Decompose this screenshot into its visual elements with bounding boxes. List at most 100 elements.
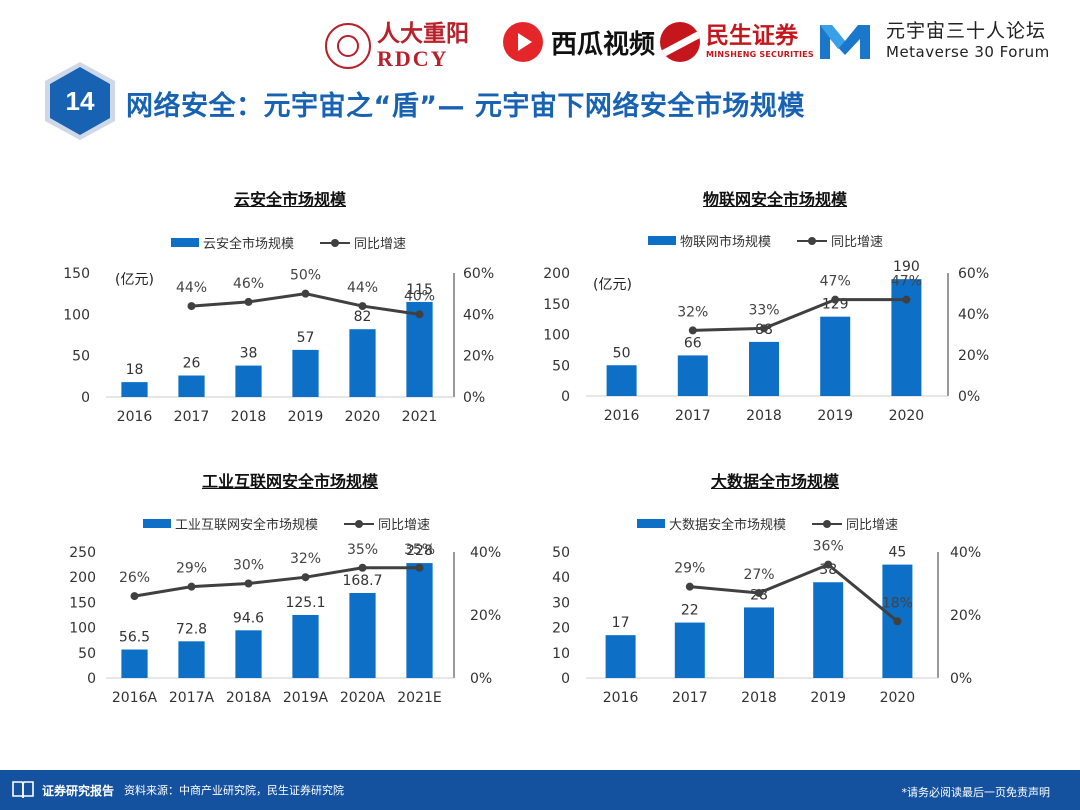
growth-point bbox=[685, 582, 694, 591]
y-tick-label: 40 bbox=[552, 570, 570, 586]
growth-point bbox=[244, 579, 253, 588]
plot-area: 0 50 100 150 0% 20% 40% 60% 18 26 38 57 82 115 2016 201… bbox=[63, 266, 494, 425]
bar bbox=[235, 630, 262, 678]
x-tick-label: 2017 bbox=[174, 409, 210, 425]
x-tick-label: 2019 bbox=[817, 408, 853, 424]
growth-point bbox=[244, 297, 253, 306]
minsheng-logo-en: MINSHENG SECURITIES bbox=[706, 50, 814, 59]
y-tick-label: 30 bbox=[552, 595, 570, 611]
y-tick-label: 150 bbox=[543, 297, 570, 313]
y2-tick-label: 20% bbox=[463, 349, 494, 365]
growth-point bbox=[902, 295, 911, 304]
legend-bar-label: 大数据安全市场规模 bbox=[669, 518, 787, 533]
bar-value-label: 57 bbox=[297, 330, 315, 346]
y-tick-label: 0 bbox=[561, 389, 570, 405]
growth-value-label: 36% bbox=[813, 539, 844, 555]
bar bbox=[744, 607, 774, 678]
growth-value-label: 35% bbox=[404, 542, 435, 558]
growth-point bbox=[130, 592, 139, 601]
y2-tick-label: 0% bbox=[463, 390, 485, 406]
y-tick-label: 10 bbox=[552, 646, 570, 662]
xigua-logo: 西瓜视频 bbox=[503, 22, 655, 62]
xigua-play-icon bbox=[503, 22, 543, 62]
y2-tick-label: 20% bbox=[470, 608, 501, 624]
x-tick-label: 2020 bbox=[889, 408, 925, 424]
metaverse-m-icon bbox=[820, 25, 870, 59]
growth-value-label: 18% bbox=[882, 595, 913, 611]
chart-title: 物联网安全市场规模 bbox=[702, 190, 847, 209]
minsheng-mark-icon bbox=[660, 22, 700, 62]
y2-tick-label: 40% bbox=[958, 307, 989, 323]
bar bbox=[677, 355, 708, 396]
growth-point bbox=[187, 302, 196, 311]
big-data-security-chart: 大数据全市场规模 大数据安全市场规模 同比增速 0 10 20 30 40 50 0% 20%… bbox=[540, 462, 1010, 722]
bar-value-label: 228 bbox=[406, 543, 433, 559]
x-tick-label: 2017 bbox=[675, 408, 711, 424]
partner-logos: 人大重阳 RDCY 西瓜视频 民生证券 MINSHENG SECURITIES … bbox=[325, 18, 1070, 78]
x-tick-label: 2019A bbox=[283, 690, 329, 706]
growth-value-label: 44% bbox=[176, 280, 207, 296]
bar bbox=[292, 349, 319, 397]
y-tick-label: 50 bbox=[552, 358, 570, 374]
x-tick-label: 2021E bbox=[397, 690, 441, 706]
forum-logo-cn: 元宇宙三十人论坛 bbox=[886, 20, 1047, 42]
bar-value-label: 56.5 bbox=[119, 630, 150, 646]
plot-area: 0 50 100 150 200 250 0% 20% 40% 56.5 72.8 94.6 125.1… bbox=[69, 542, 501, 706]
growth-point bbox=[415, 563, 424, 572]
x-tick-label: 2016 bbox=[604, 408, 640, 424]
growth-point bbox=[760, 324, 768, 333]
bar bbox=[749, 341, 779, 396]
growth-value-label: 35% bbox=[347, 542, 378, 558]
x-tick-label: 2020 bbox=[345, 409, 381, 425]
growth-value-label: 29% bbox=[176, 561, 207, 577]
legend-line-swatch bbox=[320, 237, 351, 249]
chart-title: 云安全市场规模 bbox=[233, 190, 346, 209]
x-tick-label: 2019 bbox=[288, 409, 324, 425]
growth-value-label: 32% bbox=[290, 551, 321, 567]
growth-value-label: 27% bbox=[743, 567, 774, 583]
industrial-internet-security-chart: 工业互联网安全市场规模 工业互联网安全市场规模 同比增速 0 50 100 150 20… bbox=[60, 462, 520, 722]
bar-value-label: 94.6 bbox=[233, 610, 264, 626]
x-tick-label: 2016 bbox=[117, 409, 153, 425]
y-tick-label: 0 bbox=[561, 671, 570, 687]
minsheng-logo-cn: 民生证券 bbox=[706, 23, 798, 49]
legend-line-label: 同比增速 bbox=[354, 237, 407, 252]
y-tick-label: 150 bbox=[63, 266, 90, 282]
bar-value-label: 190 bbox=[893, 259, 920, 275]
growth-value-label: 32% bbox=[677, 304, 708, 320]
legend-bar-label: 工业互联网安全市场规模 bbox=[175, 518, 319, 533]
y2-tick-label: 40% bbox=[950, 545, 981, 561]
bar bbox=[121, 382, 148, 397]
footer-bar: 证券研究报告 资料来源：中商产业研究院，民生证券研究院 *请务必阅读最后一页免责… bbox=[0, 770, 1080, 810]
bar bbox=[235, 365, 262, 397]
y2-tick-label: 0% bbox=[470, 671, 492, 687]
growth-point bbox=[755, 588, 763, 597]
legend-line-label: 同比增速 bbox=[846, 518, 899, 533]
xigua-logo-text: 西瓜视频 bbox=[551, 29, 656, 60]
bar bbox=[406, 563, 433, 678]
bar bbox=[349, 329, 376, 397]
y-tick-label: 20 bbox=[552, 621, 570, 637]
bar bbox=[121, 649, 148, 678]
book-icon bbox=[12, 781, 34, 798]
chart-unit: (亿元) bbox=[593, 277, 632, 293]
bar-value-label: 66 bbox=[684, 335, 702, 351]
y-tick-label: 100 bbox=[69, 621, 96, 637]
bar bbox=[605, 635, 636, 678]
bar bbox=[606, 365, 637, 396]
bar-value-label: 82 bbox=[354, 309, 372, 325]
growth-point bbox=[358, 302, 367, 311]
chart-legend: 工业互联网安全市场规模 同比增速 bbox=[143, 514, 430, 533]
footer-report-label: 证券研究报告 bbox=[42, 784, 115, 798]
x-tick-label: 2016 bbox=[603, 690, 639, 706]
bar bbox=[178, 641, 205, 678]
page-number-badge bbox=[45, 62, 115, 140]
legend-line-swatch bbox=[344, 518, 375, 530]
metaverse-forum-logo: 元宇宙三十人论坛 Metaverse 30 Forum bbox=[818, 21, 1050, 61]
growth-value-label: 40% bbox=[404, 288, 435, 304]
growth-line bbox=[134, 566, 420, 598]
page-number: 14 bbox=[65, 86, 95, 116]
y-tick-label: 0 bbox=[87, 671, 96, 687]
plot-area: 0501001502000%20%40%60%50668812919020162… bbox=[543, 259, 989, 424]
legend-line-swatch bbox=[812, 518, 843, 530]
